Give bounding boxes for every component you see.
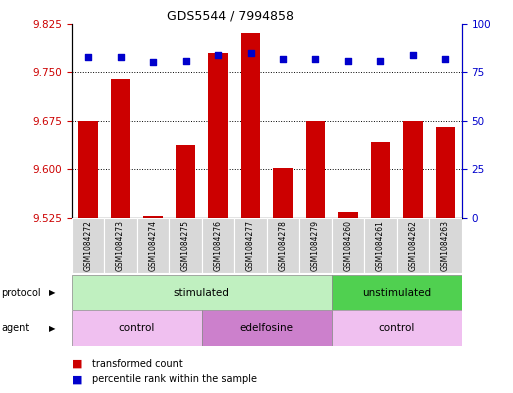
Text: GSM1084263: GSM1084263 xyxy=(441,220,450,271)
Text: edelfosine: edelfosine xyxy=(240,323,294,333)
Bar xyxy=(176,145,195,218)
Bar xyxy=(202,218,234,273)
Bar xyxy=(429,218,462,273)
Bar xyxy=(267,218,299,273)
Bar xyxy=(332,310,462,346)
Text: GSM1084273: GSM1084273 xyxy=(116,220,125,271)
Bar xyxy=(332,275,462,310)
Point xyxy=(84,53,92,60)
Bar xyxy=(143,216,163,218)
Bar xyxy=(299,218,332,273)
Text: transformed count: transformed count xyxy=(92,358,183,369)
Point xyxy=(311,55,320,62)
Bar xyxy=(104,218,137,273)
Bar xyxy=(234,218,267,273)
Bar xyxy=(273,167,293,218)
Text: ▶: ▶ xyxy=(49,288,55,297)
Text: percentile rank within the sample: percentile rank within the sample xyxy=(92,374,258,384)
Text: ■: ■ xyxy=(72,374,82,384)
Bar xyxy=(72,310,202,346)
Point xyxy=(377,57,385,64)
Bar xyxy=(78,121,98,218)
Bar xyxy=(436,127,455,218)
Text: GSM1084275: GSM1084275 xyxy=(181,220,190,271)
Point xyxy=(409,51,417,58)
Text: GSM1084261: GSM1084261 xyxy=(376,220,385,271)
Text: unstimulated: unstimulated xyxy=(362,288,431,298)
Text: GSM1084278: GSM1084278 xyxy=(279,220,287,271)
Bar xyxy=(202,310,332,346)
Bar xyxy=(72,275,332,310)
Bar xyxy=(169,218,202,273)
Bar xyxy=(208,53,228,218)
Text: GDS5544 / 7994858: GDS5544 / 7994858 xyxy=(167,10,294,23)
Point xyxy=(279,55,287,62)
Text: GSM1084262: GSM1084262 xyxy=(408,220,418,271)
Bar xyxy=(111,79,130,218)
Text: ■: ■ xyxy=(72,358,82,369)
Text: ▶: ▶ xyxy=(49,324,55,332)
Text: GSM1084277: GSM1084277 xyxy=(246,220,255,271)
Bar xyxy=(332,218,364,273)
Text: GSM1084276: GSM1084276 xyxy=(213,220,223,271)
Point xyxy=(182,57,190,64)
Text: control: control xyxy=(379,323,415,333)
Bar xyxy=(137,218,169,273)
Point xyxy=(344,57,352,64)
Text: agent: agent xyxy=(1,323,29,333)
Bar xyxy=(306,121,325,218)
Point xyxy=(214,51,222,58)
Text: GSM1084260: GSM1084260 xyxy=(344,220,352,271)
Point xyxy=(116,53,125,60)
Bar xyxy=(403,121,423,218)
Text: GSM1084279: GSM1084279 xyxy=(311,220,320,271)
Point xyxy=(246,50,254,56)
Bar xyxy=(241,33,260,218)
Bar xyxy=(397,218,429,273)
Point xyxy=(149,59,157,66)
Bar xyxy=(371,141,390,218)
Text: GSM1084274: GSM1084274 xyxy=(149,220,157,271)
Point xyxy=(441,55,449,62)
Bar xyxy=(72,218,104,273)
Text: protocol: protocol xyxy=(1,288,41,298)
Bar xyxy=(364,218,397,273)
Text: stimulated: stimulated xyxy=(174,288,230,298)
Text: control: control xyxy=(119,323,155,333)
Text: GSM1084272: GSM1084272 xyxy=(84,220,92,271)
Bar xyxy=(338,212,358,218)
